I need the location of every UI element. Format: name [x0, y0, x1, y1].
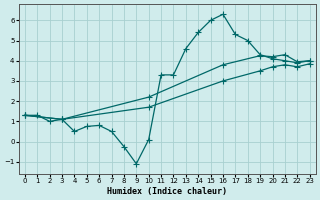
X-axis label: Humidex (Indice chaleur): Humidex (Indice chaleur): [107, 187, 227, 196]
